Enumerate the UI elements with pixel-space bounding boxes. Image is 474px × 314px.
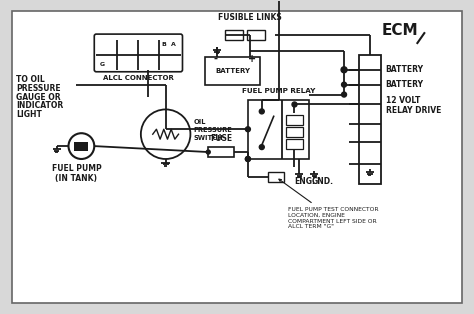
Circle shape xyxy=(206,150,210,154)
Text: GND.: GND. xyxy=(311,177,333,186)
Circle shape xyxy=(141,109,191,159)
Text: BATTERY: BATTERY xyxy=(386,65,424,74)
Text: +: + xyxy=(248,54,256,64)
Circle shape xyxy=(342,92,346,97)
Text: ECM: ECM xyxy=(381,23,418,38)
Text: OIL: OIL xyxy=(193,119,206,125)
Text: FUEL PUMP: FUEL PUMP xyxy=(52,164,101,173)
Bar xyxy=(74,142,88,151)
Text: FUEL PUMP TEST CONNECTOR
LOCATION, ENGINE
COMPARTMENT LEFT SIDE OR
ALCL TERM "G": FUEL PUMP TEST CONNECTOR LOCATION, ENGIN… xyxy=(279,179,378,229)
Text: FUSIBLE LINKS: FUSIBLE LINKS xyxy=(218,13,282,22)
Circle shape xyxy=(69,133,94,159)
Text: A: A xyxy=(171,42,175,47)
Bar xyxy=(285,139,303,149)
Circle shape xyxy=(259,109,264,114)
Bar xyxy=(247,30,265,40)
Text: B: B xyxy=(162,42,166,47)
Text: FUEL PUMP RELAY: FUEL PUMP RELAY xyxy=(242,88,315,94)
Circle shape xyxy=(246,156,250,161)
Text: INDICATOR: INDICATOR xyxy=(16,101,63,111)
Text: -: - xyxy=(213,54,217,64)
Text: ALCL CONNECTOR: ALCL CONNECTOR xyxy=(103,75,174,81)
FancyBboxPatch shape xyxy=(94,34,182,72)
Bar xyxy=(205,57,260,85)
Circle shape xyxy=(341,67,347,73)
Text: 12 VOLT: 12 VOLT xyxy=(386,96,420,105)
Circle shape xyxy=(292,102,297,107)
Text: FUSE: FUSE xyxy=(210,134,232,143)
Circle shape xyxy=(342,82,346,87)
Bar xyxy=(248,100,310,159)
Bar xyxy=(285,115,303,125)
Text: LIGHT: LIGHT xyxy=(16,110,42,119)
Bar xyxy=(225,30,243,40)
Text: TO OIL: TO OIL xyxy=(16,75,45,84)
Text: GAUGE OR: GAUGE OR xyxy=(16,93,61,101)
Text: BATTERY: BATTERY xyxy=(215,68,250,74)
Text: PRESSURE: PRESSURE xyxy=(193,127,232,133)
Text: BATTERY: BATTERY xyxy=(386,80,424,89)
Text: ENG.: ENG. xyxy=(294,177,315,186)
Circle shape xyxy=(246,156,250,161)
Bar xyxy=(285,127,303,137)
Circle shape xyxy=(246,127,250,132)
Bar xyxy=(268,172,283,182)
Text: (IN TANK): (IN TANK) xyxy=(55,174,98,183)
Circle shape xyxy=(259,145,264,149)
Bar xyxy=(359,55,381,184)
Text: PRESSURE: PRESSURE xyxy=(16,84,61,93)
Text: RELAY DRIVE: RELAY DRIVE xyxy=(386,106,441,115)
Bar xyxy=(208,147,234,158)
Text: G: G xyxy=(100,62,105,67)
Text: SWITCH: SWITCH xyxy=(193,135,223,141)
